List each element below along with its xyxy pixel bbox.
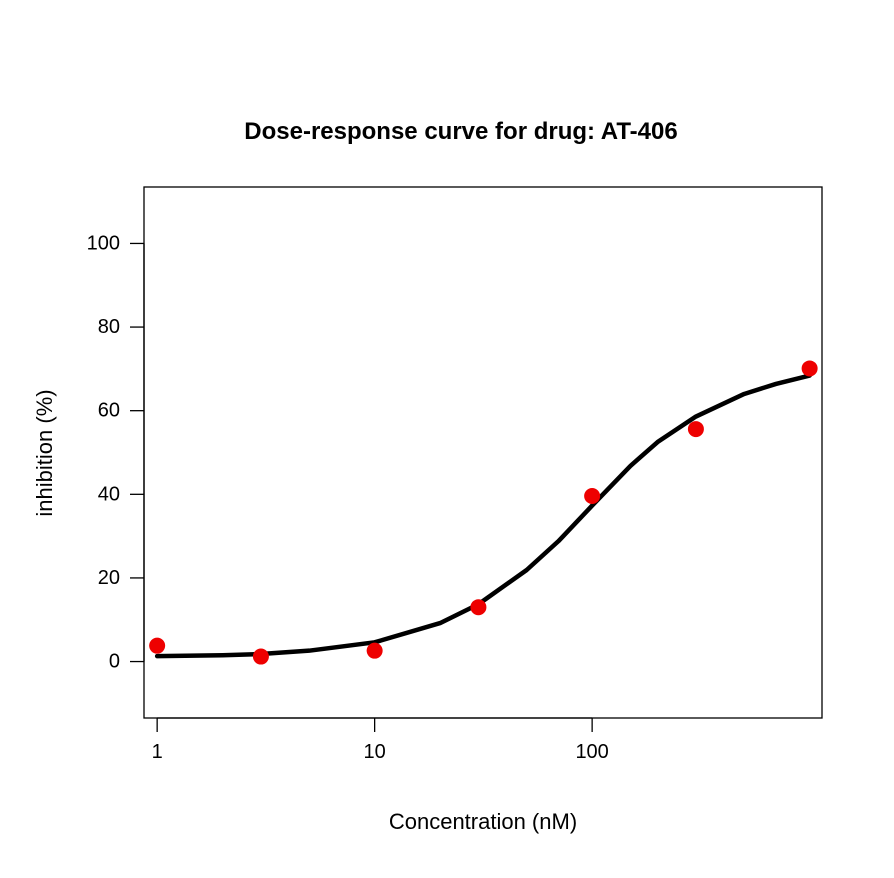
y-tick-label: 60	[98, 400, 120, 422]
plot-frame	[143, 186, 823, 719]
x-axis-label: Concentration (nM)	[389, 809, 577, 834]
data-point	[366, 642, 383, 659]
data-point	[470, 599, 487, 616]
data-points-layer	[149, 360, 818, 665]
x-tick-label: 10	[364, 741, 386, 763]
y-tick-label: 100	[87, 232, 120, 254]
x-axis: 1 10 100	[152, 717, 609, 763]
y-tick-label: 0	[109, 651, 120, 673]
y-axis: 0 20 40 60 80 100	[87, 232, 145, 673]
y-tick-label: 80	[98, 316, 120, 338]
x-tick-label: 1	[152, 741, 163, 763]
data-point	[149, 637, 166, 654]
data-point	[584, 487, 601, 504]
x-tick-label: 100	[575, 741, 608, 763]
y-tick-label: 40	[98, 483, 120, 505]
fitted-curve-line	[154, 373, 812, 659]
fitted-curve-layer	[154, 373, 812, 659]
data-point	[801, 360, 818, 377]
data-point	[252, 648, 269, 665]
y-axis-label: inhibition (%)	[32, 389, 57, 516]
y-tick-label: 20	[98, 567, 120, 589]
chart-title: Dose-response curve for drug: AT-406	[244, 118, 677, 145]
data-point	[687, 421, 704, 438]
